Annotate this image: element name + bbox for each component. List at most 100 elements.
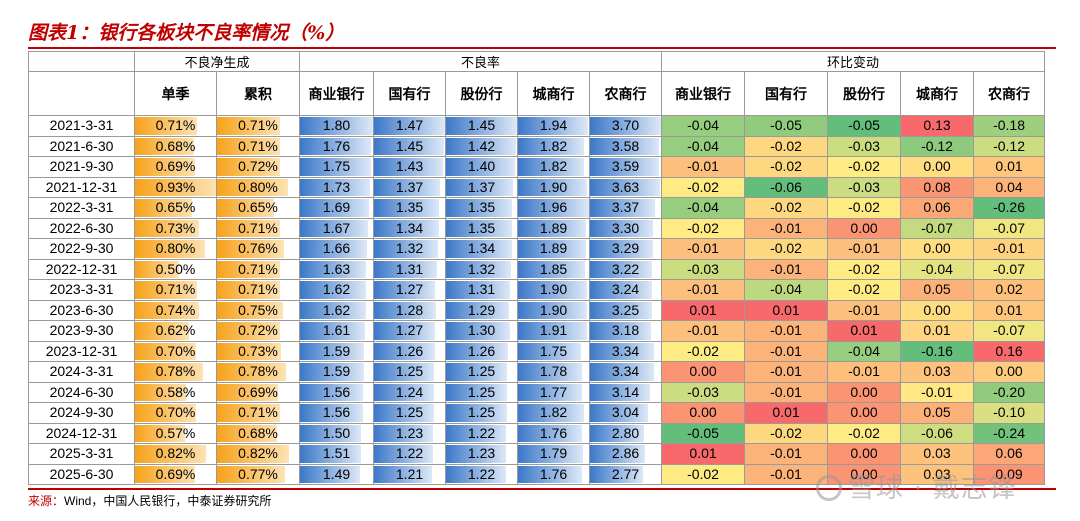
net-generation-cumulative: 0.71% — [215, 135, 301, 157]
npl-ratio-3: 1.82 — [517, 402, 591, 424]
npl-ratio-4: 2.80 — [589, 422, 663, 444]
qoq-change-0: -0.02 — [661, 463, 746, 485]
qoq-change-3: -0.12 — [900, 135, 975, 157]
net-generation-single-bar — [135, 342, 196, 360]
npl-ratio-2-bar — [446, 240, 512, 258]
npl-ratio-1-bar — [374, 117, 445, 135]
npl-ratio-2-bar — [446, 383, 508, 401]
row-date: 2023-9-30 — [28, 320, 135, 342]
npl-ratio-2-bar — [446, 158, 515, 176]
npl-ratio-1: 1.24 — [373, 381, 447, 403]
npl-ratio-4-bar — [590, 158, 659, 176]
npl-ratio-3: 1.85 — [517, 258, 591, 280]
net-generation-cumulative: 0.71% — [215, 279, 301, 301]
npl-ratio-3-bar — [518, 445, 583, 463]
npl-ratio-1: 1.43 — [373, 156, 447, 178]
npl-ratio-0-bar — [300, 137, 372, 155]
npl-ratio-1-value: 1.22 — [395, 445, 424, 462]
npl-ratio-2: 1.25 — [445, 381, 519, 403]
npl-ratio-4: 3.24 — [589, 279, 663, 301]
net-generation-cumulative-value: 0.71% — [238, 404, 278, 421]
qoq-change-4: -0.10 — [973, 402, 1046, 424]
qoq-change-4: -0.01 — [973, 238, 1046, 260]
qoq-change-0: -0.03 — [661, 381, 746, 403]
table-row: 2021-3-31 0.71% 0.71% 1.80 1.47 1.45 1.94 3.70 -… — [28, 115, 1046, 137]
npl-ratio-0: 1.59 — [299, 340, 375, 362]
npl-ratio-1-bar — [374, 260, 438, 278]
npl-ratio-1: 1.32 — [373, 238, 447, 260]
npl-ratio-1: 1.27 — [373, 279, 447, 301]
source-label: 来源： — [28, 494, 65, 508]
npl-ratio-4: 3.34 — [589, 340, 663, 362]
header-change-col-2: 股份行 — [827, 71, 902, 116]
qoq-change-3: -0.16 — [900, 340, 975, 362]
npl-ratio-2: 1.34 — [445, 238, 519, 260]
net-generation-cumulative: 0.73% — [215, 340, 301, 362]
npl-ratio-0-value: 1.75 — [322, 158, 351, 175]
qoq-change-2: -0.02 — [827, 279, 902, 301]
net-generation-single: 0.93% — [134, 176, 217, 198]
table-row: 2024-9-30 0.70% 0.71% 1.56 1.25 1.25 1.82 3.04 0… — [28, 402, 1046, 424]
net-generation-single: 0.82% — [134, 443, 217, 465]
net-generation-single-value: 0.57% — [155, 424, 196, 441]
qoq-change-3: 0.03 — [900, 463, 975, 485]
table-row: 2021-6-30 0.68% 0.71% 1.76 1.45 1.42 1.82 3.58 -… — [28, 135, 1046, 157]
net-generation-single: 0.73% — [134, 217, 217, 239]
npl-ratio-4-bar — [590, 404, 649, 422]
npl-ratio-2-bar — [446, 342, 508, 360]
npl-ratio-0-value: 1.76 — [322, 137, 351, 154]
net-generation-cumulative-value: 0.73% — [238, 342, 278, 359]
qoq-change-4: 0.06 — [973, 443, 1046, 465]
npl-ratio-2-value: 1.35 — [467, 199, 496, 216]
net-generation-cumulative-bar — [217, 301, 284, 319]
net-generation-cumulative-bar — [217, 342, 282, 360]
net-generation-single-bar — [135, 465, 196, 483]
npl-ratio-4-value: 3.14 — [611, 383, 640, 400]
npl-ratio-3-bar — [518, 219, 587, 237]
npl-ratio-2-bar — [446, 322, 510, 340]
net-generation-single-value: 0.74% — [155, 301, 196, 318]
npl-ratio-4-bar — [590, 383, 651, 401]
net-generation-single: 0.69% — [134, 463, 217, 485]
npl-ratio-2: 1.42 — [445, 135, 519, 157]
npl-ratio-1-value: 1.27 — [395, 322, 424, 339]
qoq-change-3: 0.03 — [900, 361, 975, 383]
npl-ratio-1-bar — [374, 465, 433, 483]
npl-table: 不良净生成 不良率 环比变动 单季 累积 商业银行 国有行 股份行 城商行 农商行 商业银行国… — [28, 51, 1046, 485]
npl-ratio-4-bar — [590, 301, 653, 319]
npl-ratio-4-value: 3.63 — [611, 178, 640, 195]
npl-ratio-2: 1.45 — [445, 115, 519, 137]
row-date: 2023-6-30 — [28, 299, 135, 321]
npl-ratio-1: 1.25 — [373, 361, 447, 383]
npl-ratio-2-value: 1.23 — [467, 445, 496, 462]
qoq-change-0: -0.02 — [661, 217, 746, 239]
npl-ratio-4-bar — [590, 424, 644, 442]
npl-ratio-2: 1.25 — [445, 402, 519, 424]
net-generation-single-bar — [135, 383, 186, 401]
npl-ratio-2-bar — [446, 404, 508, 422]
npl-ratio-0-value: 1.66 — [322, 240, 351, 257]
qoq-change-4: -0.18 — [973, 115, 1046, 137]
header-npl-col-0: 商业银行 — [299, 71, 375, 116]
qoq-change-0: -0.01 — [661, 279, 746, 301]
header-npl-col-3: 城商行 — [517, 71, 591, 116]
npl-ratio-2: 1.31 — [445, 279, 519, 301]
net-generation-single-value: 0.65% — [155, 199, 196, 216]
net-generation-cumulative-value: 0.68% — [238, 424, 278, 441]
npl-ratio-2-value: 1.22 — [467, 424, 496, 441]
qoq-change-4: -0.12 — [973, 135, 1046, 157]
npl-ratio-3-value: 1.96 — [539, 199, 568, 216]
npl-ratio-1-value: 1.45 — [395, 137, 424, 154]
npl-ratio-1-value: 1.26 — [395, 342, 424, 359]
npl-ratio-1-bar — [374, 404, 435, 422]
npl-ratio-4: 3.04 — [589, 402, 663, 424]
npl-ratio-2-value: 1.26 — [467, 342, 496, 359]
npl-ratio-3-value: 1.90 — [539, 178, 568, 195]
npl-ratio-3: 1.90 — [517, 299, 591, 321]
npl-ratio-2-bar — [446, 117, 517, 135]
npl-ratio-0-value: 1.67 — [322, 219, 351, 236]
net-generation-cumulative-bar — [217, 445, 290, 463]
npl-ratio-1-bar — [374, 383, 434, 401]
net-generation-single-bar — [135, 424, 185, 442]
row-date: 2024-3-31 — [28, 361, 135, 383]
